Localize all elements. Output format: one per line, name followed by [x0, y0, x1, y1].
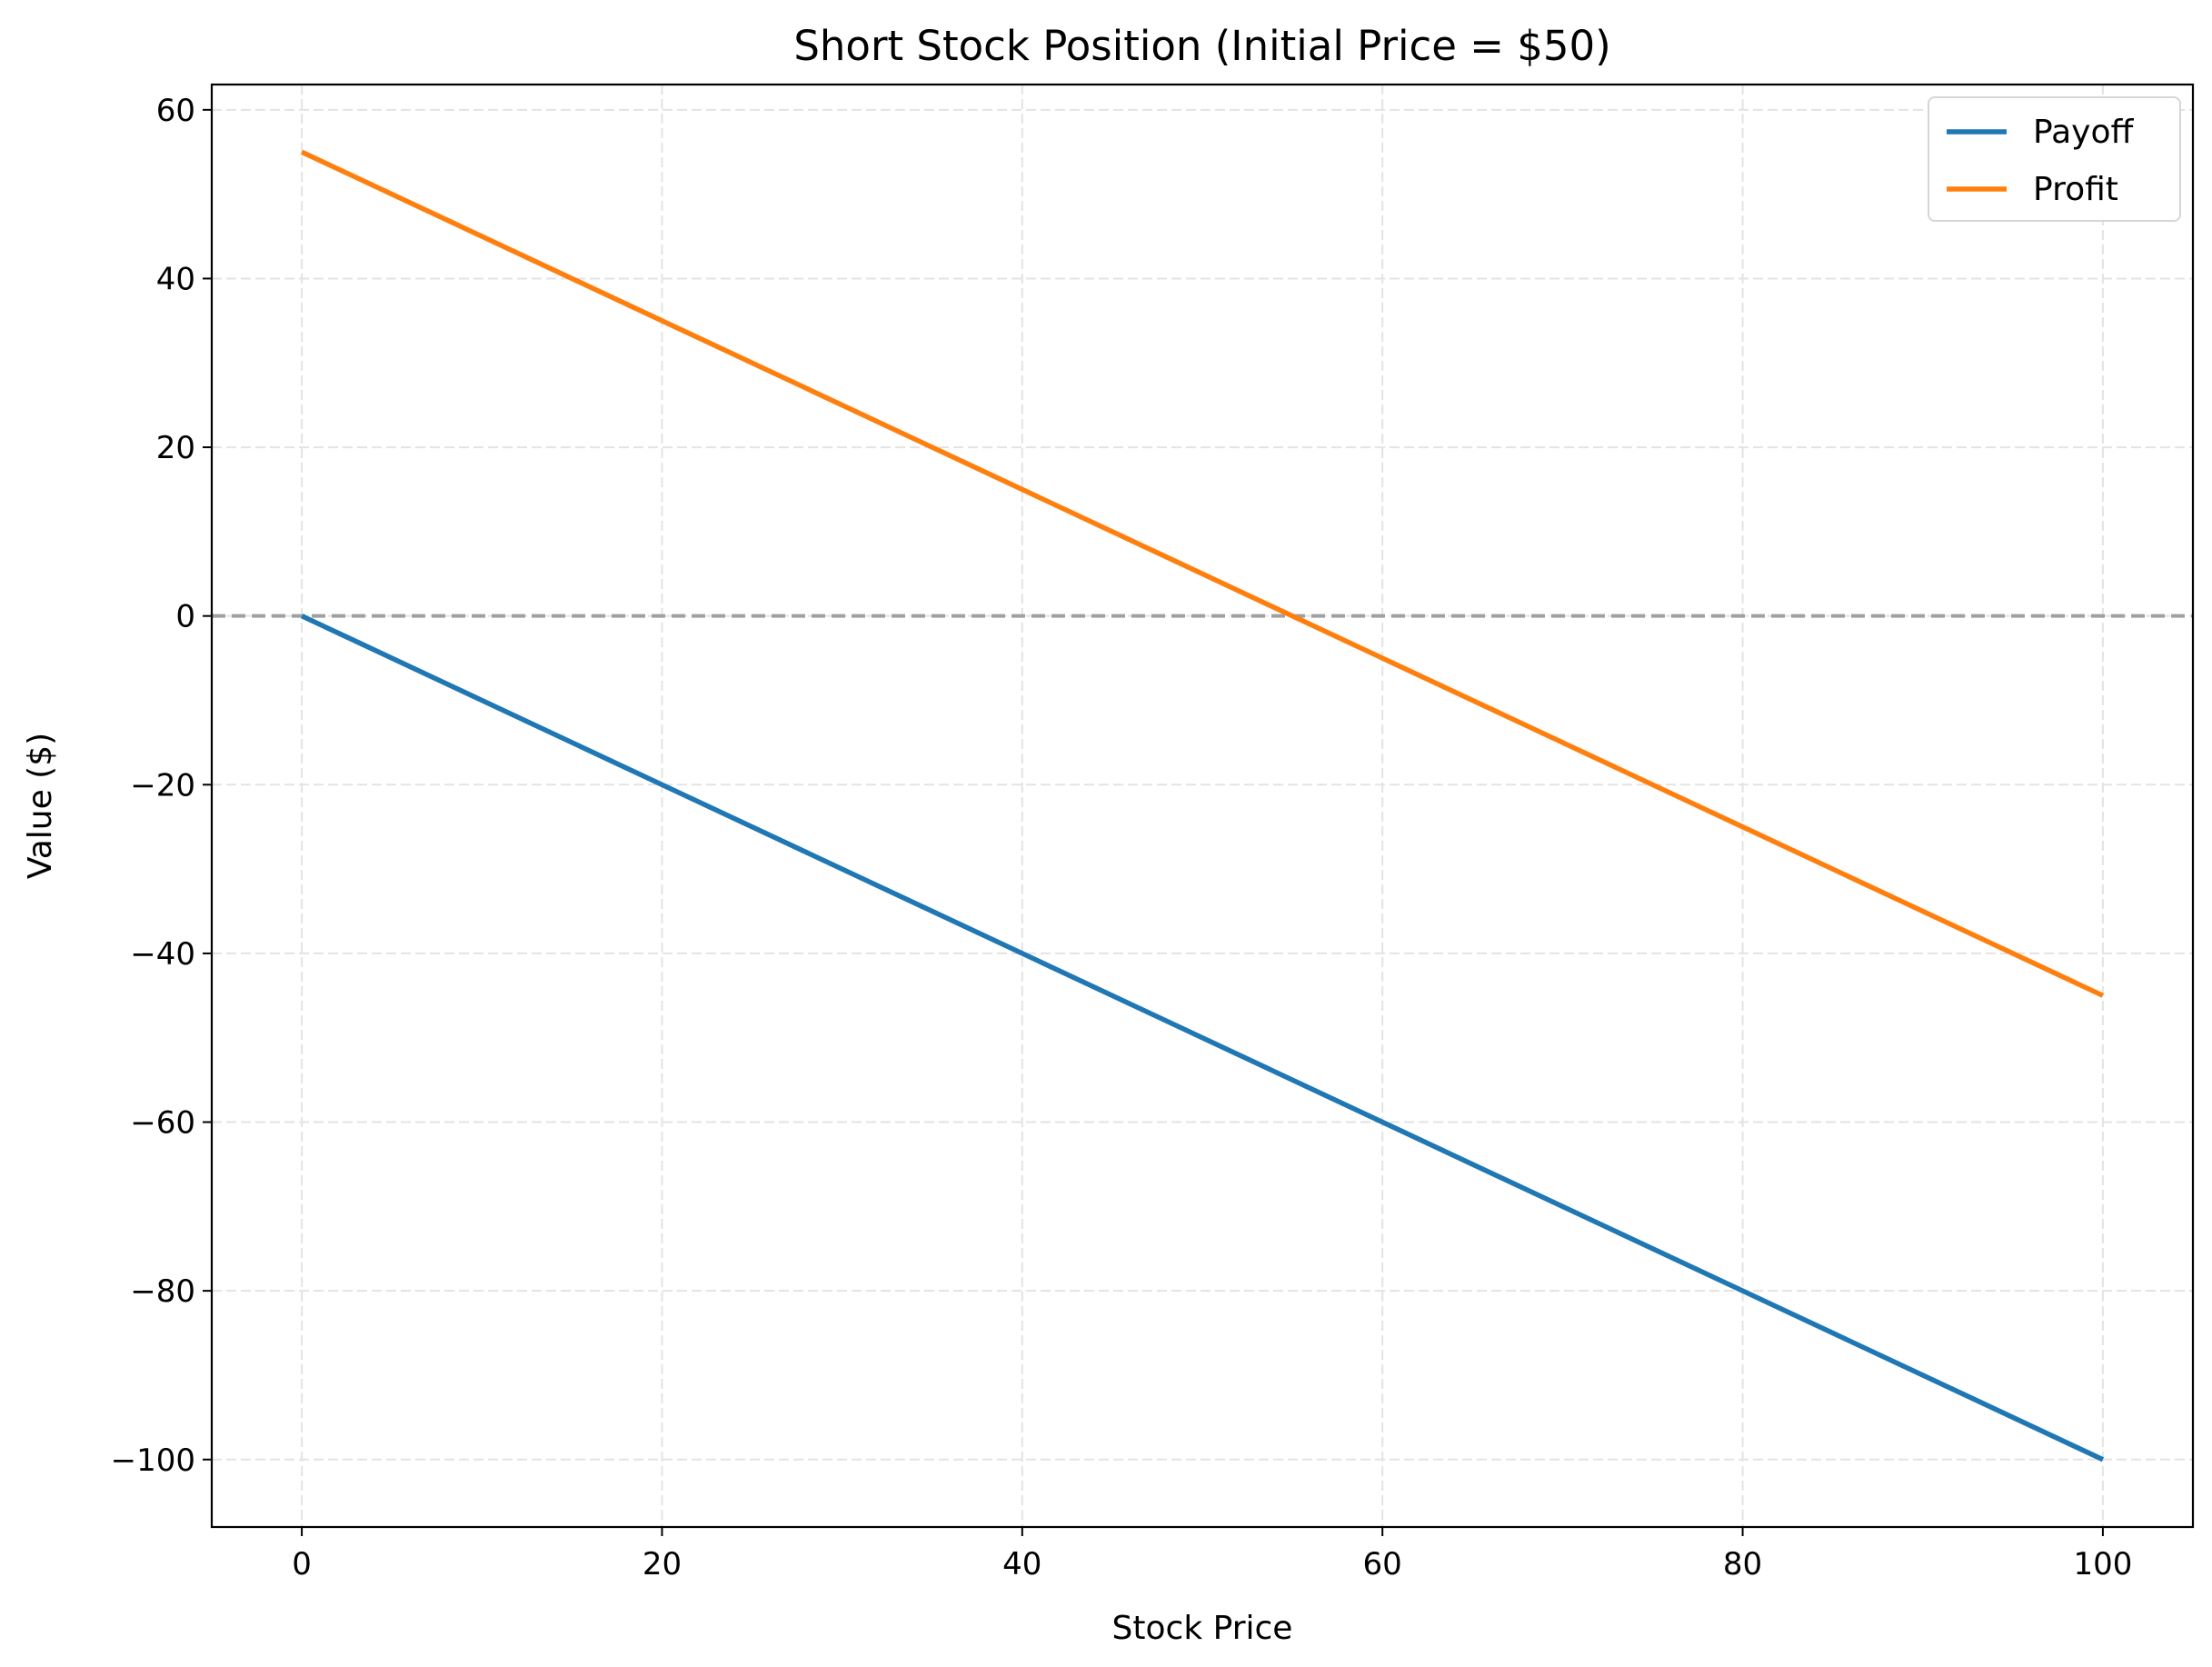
- legend-label-profit: Profit: [2033, 171, 2118, 208]
- plot-frame: [210, 83, 2195, 1529]
- y-tick-label: −40: [130, 936, 195, 973]
- x-tick-label: 40: [1002, 1546, 1041, 1582]
- x-tick-label: 0: [292, 1546, 312, 1582]
- y-tick-label: 0: [175, 599, 195, 635]
- series-line-payoff: [300, 614, 2105, 1462]
- y-axis-label: Value ($): [22, 733, 59, 879]
- x-tick-label: 20: [643, 1546, 682, 1582]
- series-line-profit: [300, 149, 2105, 998]
- chart-title: Short Stock Position (Initial Price = $5…: [793, 22, 1610, 70]
- x-tick-label: 80: [1723, 1546, 1762, 1582]
- y-tick-label: 40: [156, 261, 195, 297]
- y-tick-label: −80: [130, 1273, 195, 1310]
- y-tick-label: −20: [130, 767, 195, 804]
- y-axis: 60 40 20 0 −20 −40 −60 −80 −100: [111, 93, 212, 1479]
- x-tick-label: 60: [1363, 1546, 1402, 1582]
- x-tick-label: 100: [2073, 1546, 2132, 1582]
- y-tick-label: 60: [156, 93, 195, 129]
- legend: Payoff Profit: [1928, 96, 2181, 222]
- series-layer: [300, 149, 2105, 1462]
- y-tick-label: −100: [111, 1442, 195, 1479]
- x-axis: 0 20 40 60 80 100: [292, 1527, 2132, 1582]
- grid: [212, 85, 2193, 1527]
- y-tick-label: −60: [130, 1105, 195, 1142]
- legend-label-payoff: Payoff: [2033, 114, 2134, 151]
- y-tick-label: 20: [156, 430, 195, 466]
- x-axis-label: Stock Price: [1112, 1610, 1293, 1647]
